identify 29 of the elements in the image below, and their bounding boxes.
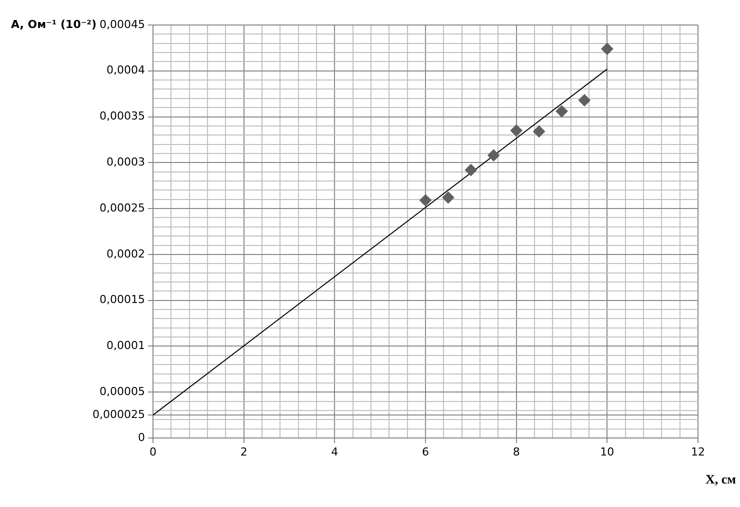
point [601,42,614,55]
point [533,125,546,138]
y-tick-label: 0,000025 [92,408,145,421]
point [488,149,500,162]
point [464,164,477,176]
y-tick-label: 0,00045 [100,18,145,31]
x-tick-label: 10 [600,445,614,458]
y-axis-title: A, Ом⁻¹ (10⁻²) [11,18,97,31]
point [442,192,454,204]
point [556,105,568,118]
x-axis-title: X, см [705,471,736,486]
point [510,124,522,137]
y-tick-label: 0 [138,430,145,444]
y-tick-label: 0,00015 [100,293,145,306]
y-tick-label: 0,0001 [106,339,145,352]
y-tick-label: 0,00035 [100,110,145,123]
point [578,94,590,106]
x-tick-label: 12 [691,445,705,458]
y-tick-label: 0,00005 [100,384,145,398]
y-tick-label: 0,00025 [100,201,145,214]
x-tick-label: 0 [150,445,156,458]
y-tick-label: 0,0004 [106,64,145,77]
x-tick-label: 8 [512,445,520,458]
y-tick-label: 0,0002 [106,247,145,260]
point [420,194,432,206]
x-tick-label: 2 [240,445,248,458]
x-tick-label: 4 [331,445,338,458]
x-tick-label: 6 [422,445,429,458]
y-tick-label: 0,0003 [106,156,145,169]
